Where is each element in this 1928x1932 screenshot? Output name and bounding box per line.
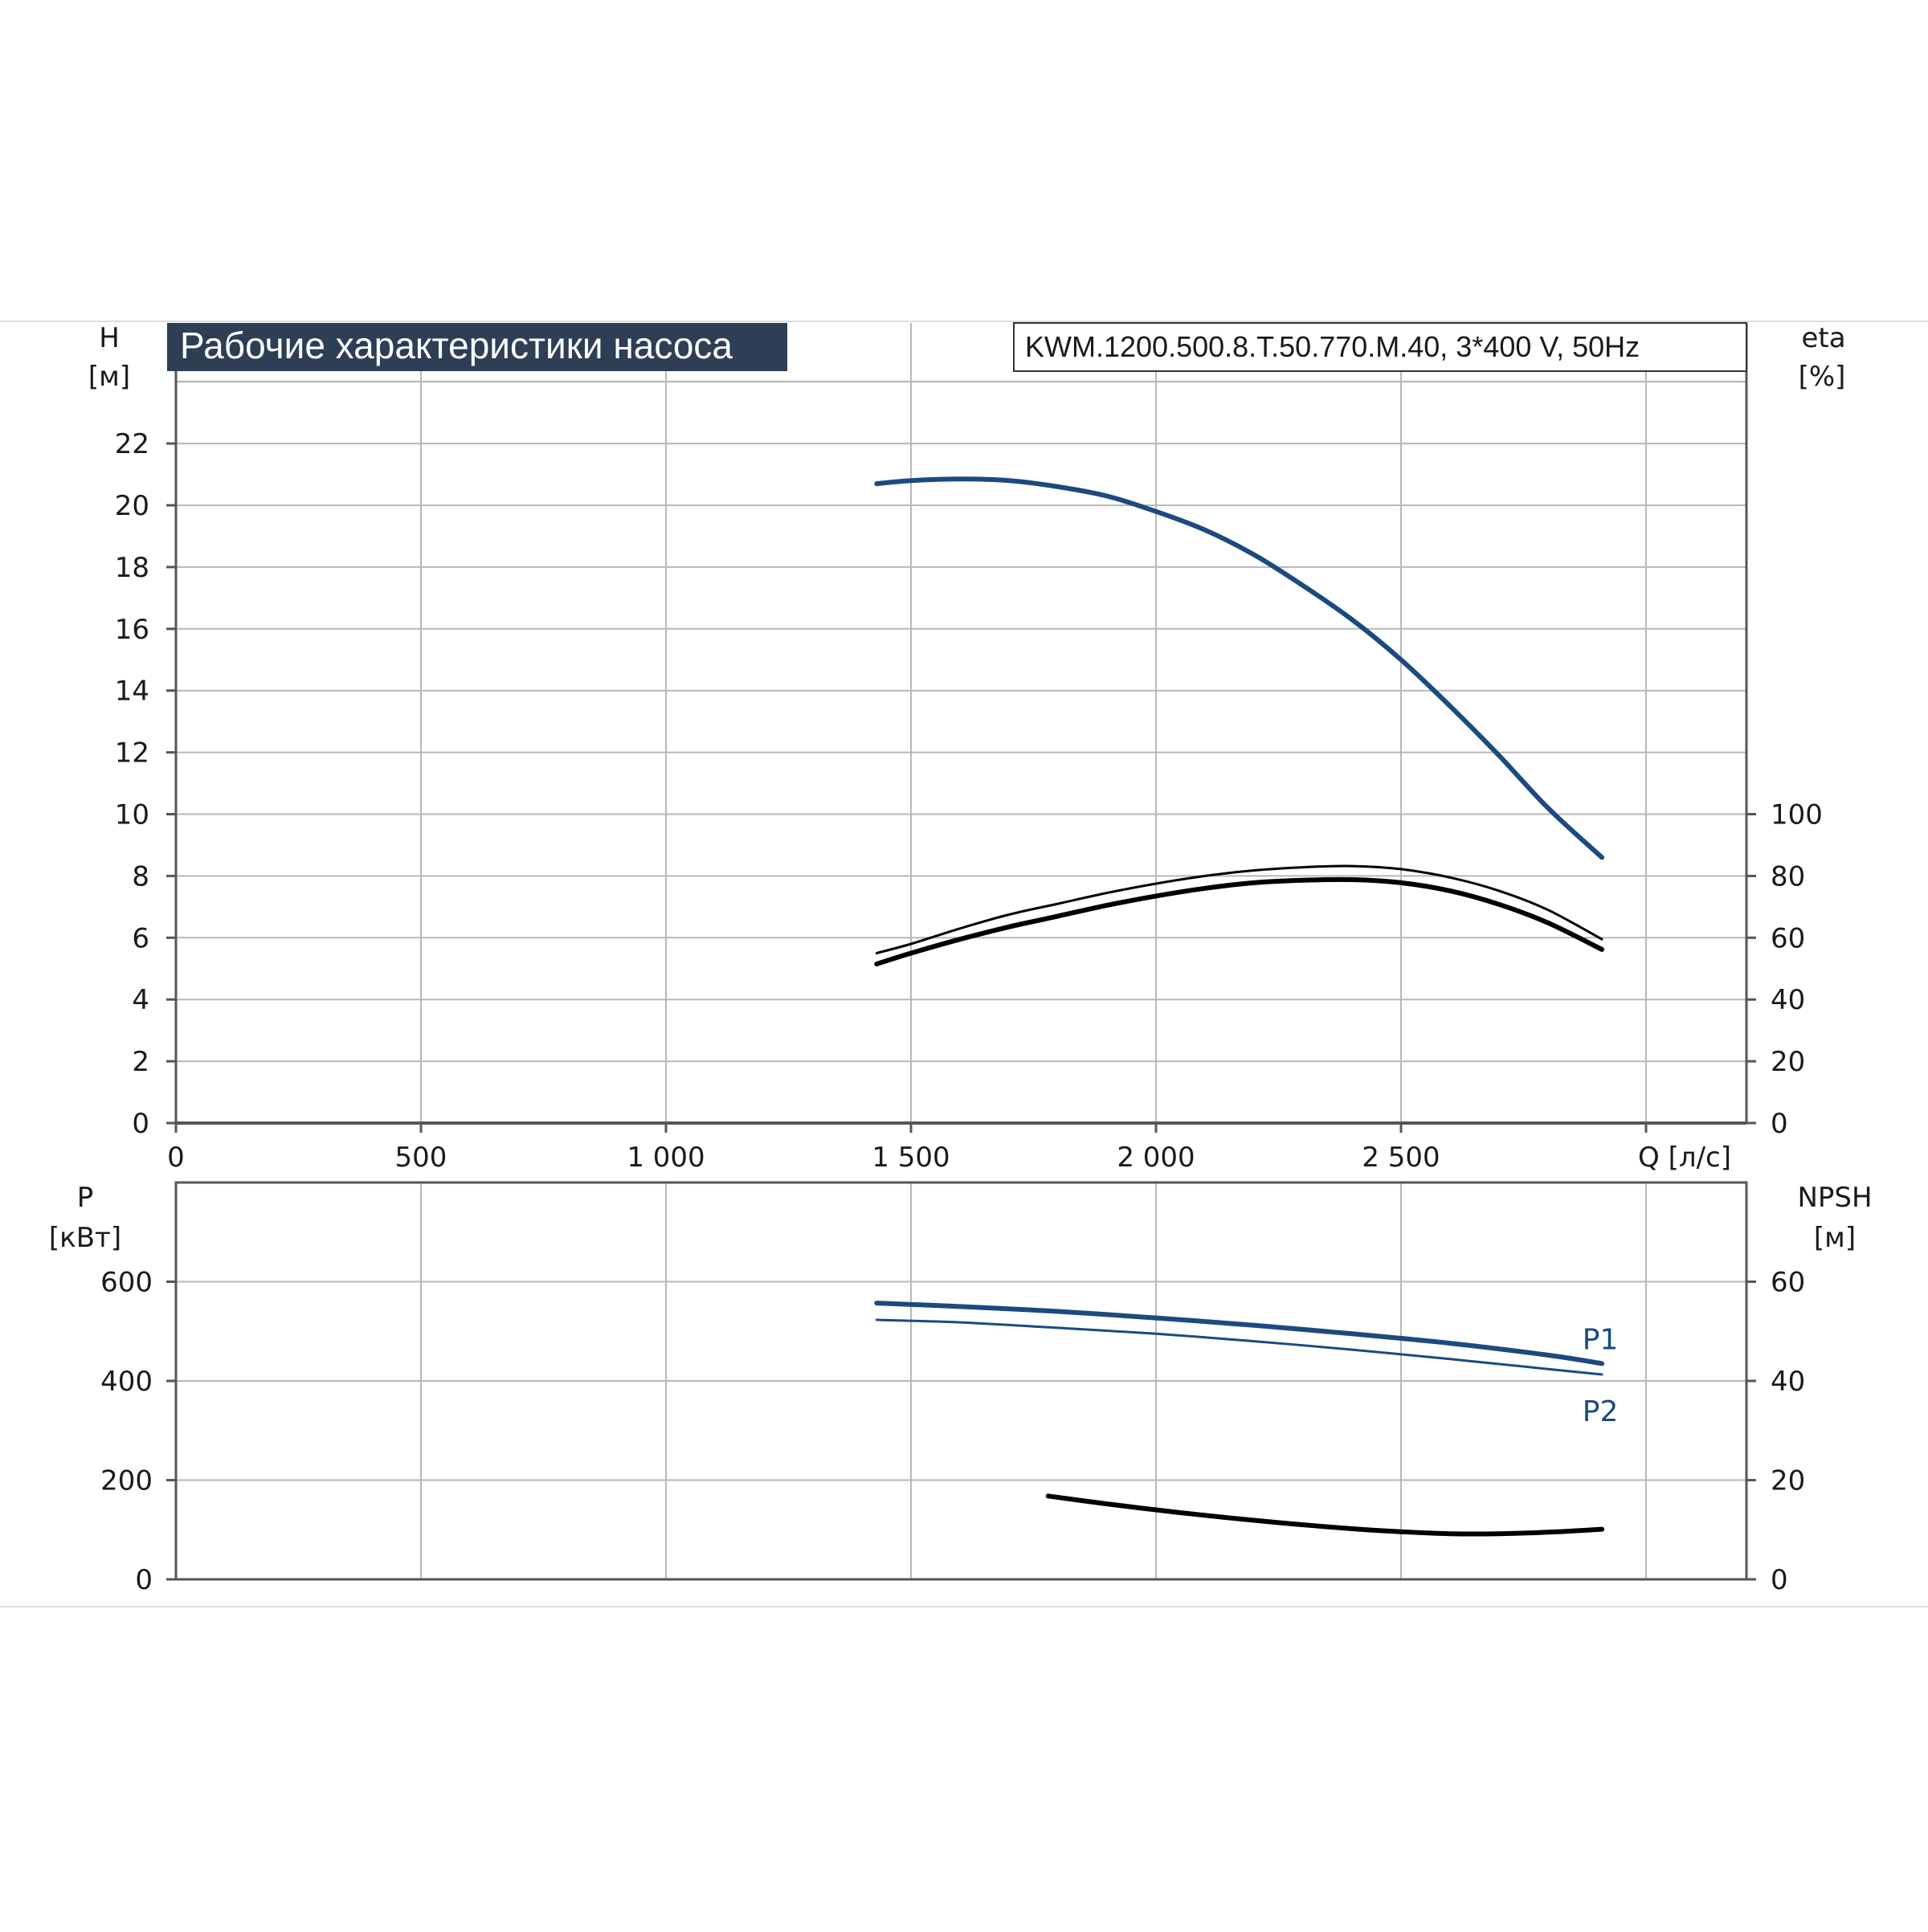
y-left-top-tick: 16 — [115, 614, 149, 646]
y-right-bottom-label: NPSH — [1797, 1182, 1872, 1214]
series-label-p2: P2 — [1583, 1395, 1619, 1428]
y-left-top-tick: 0 — [132, 1108, 149, 1140]
y-right-top-unit: [%] — [1799, 361, 1846, 393]
y-right-top-tick: 80 — [1771, 860, 1805, 892]
top-grid — [176, 323, 1746, 1123]
y-left-top-tick: 22 — [115, 428, 149, 460]
y-left-bottom-tick: 0 — [135, 1564, 153, 1596]
bottom-grid — [176, 1182, 1746, 1579]
chart-title: Рабочие характеристики насоса — [180, 325, 733, 366]
y-left-top-tick: 14 — [115, 676, 149, 708]
title-banner — [167, 323, 787, 371]
y-left-top-tick: 10 — [115, 799, 149, 831]
model-box — [1013, 322, 1747, 372]
y-right-bottom-unit: [м] — [1814, 1222, 1856, 1254]
y-right-bottom-tick: 60 — [1771, 1267, 1805, 1299]
y-left-top-tick: 4 — [132, 984, 149, 1016]
y-right-top-tick: 0 — [1771, 1108, 1788, 1140]
y-right-top-tick: 100 — [1771, 799, 1823, 831]
series-labels: P1 P2 — [1583, 1323, 1619, 1428]
plot-frames — [166, 323, 1756, 1581]
series-p1-line — [874, 1301, 1605, 1366]
x-tick: 2 500 — [1362, 1142, 1440, 1174]
series-label-p1: P1 — [1583, 1323, 1619, 1356]
y-left-bottom-label: P — [77, 1182, 94, 1214]
y-right-top-tick: 40 — [1771, 984, 1805, 1016]
y-left-top-label: H — [99, 322, 120, 354]
series-lines — [874, 476, 1605, 1537]
y-left-bottom-tick: 400 — [100, 1366, 153, 1398]
x-tick: 1 000 — [627, 1142, 705, 1174]
y-left-bottom-tick: 200 — [100, 1465, 153, 1497]
y-right-bottom-tick: 40 — [1771, 1366, 1805, 1398]
y-right-top-tick: 20 — [1771, 1046, 1805, 1078]
y-left-top-tick: 12 — [115, 737, 149, 770]
series-h-line — [874, 476, 1605, 860]
y-right-bottom-tick: 20 — [1771, 1465, 1805, 1497]
y-left-bottom-tick: 600 — [100, 1267, 153, 1299]
y-left-top-tick: 20 — [115, 490, 149, 522]
y-left-top-tick: 8 — [132, 860, 149, 892]
y-right-top-label: eta — [1801, 322, 1845, 354]
y-left-top-tick: 2 — [132, 1046, 149, 1078]
x-tick: 500 — [395, 1142, 447, 1174]
y-left-bottom-unit: [кВт] — [49, 1222, 121, 1254]
y-left-top-tick: 6 — [132, 922, 149, 954]
series-eta-upper-line — [875, 864, 1603, 954]
x-axis-unit: Q [л/с] — [1638, 1142, 1731, 1174]
x-tick: 1 500 — [872, 1142, 950, 1174]
series-eta-lower-line — [874, 876, 1605, 966]
series-p2-line — [875, 1318, 1603, 1376]
x-tick: 0 — [167, 1142, 185, 1174]
y-right-top-tick: 60 — [1771, 922, 1805, 954]
y-right-bottom-tick: 0 — [1771, 1564, 1788, 1596]
x-tick: 2 000 — [1117, 1142, 1195, 1174]
y-left-top-unit: [м] — [88, 361, 130, 393]
model-label: KWM.1200.500.8.T.50.770.M.40, 3*400 V, 5… — [1025, 330, 1640, 363]
series-npsh-line — [1045, 1493, 1605, 1537]
y-left-top-tick: 18 — [115, 552, 149, 584]
